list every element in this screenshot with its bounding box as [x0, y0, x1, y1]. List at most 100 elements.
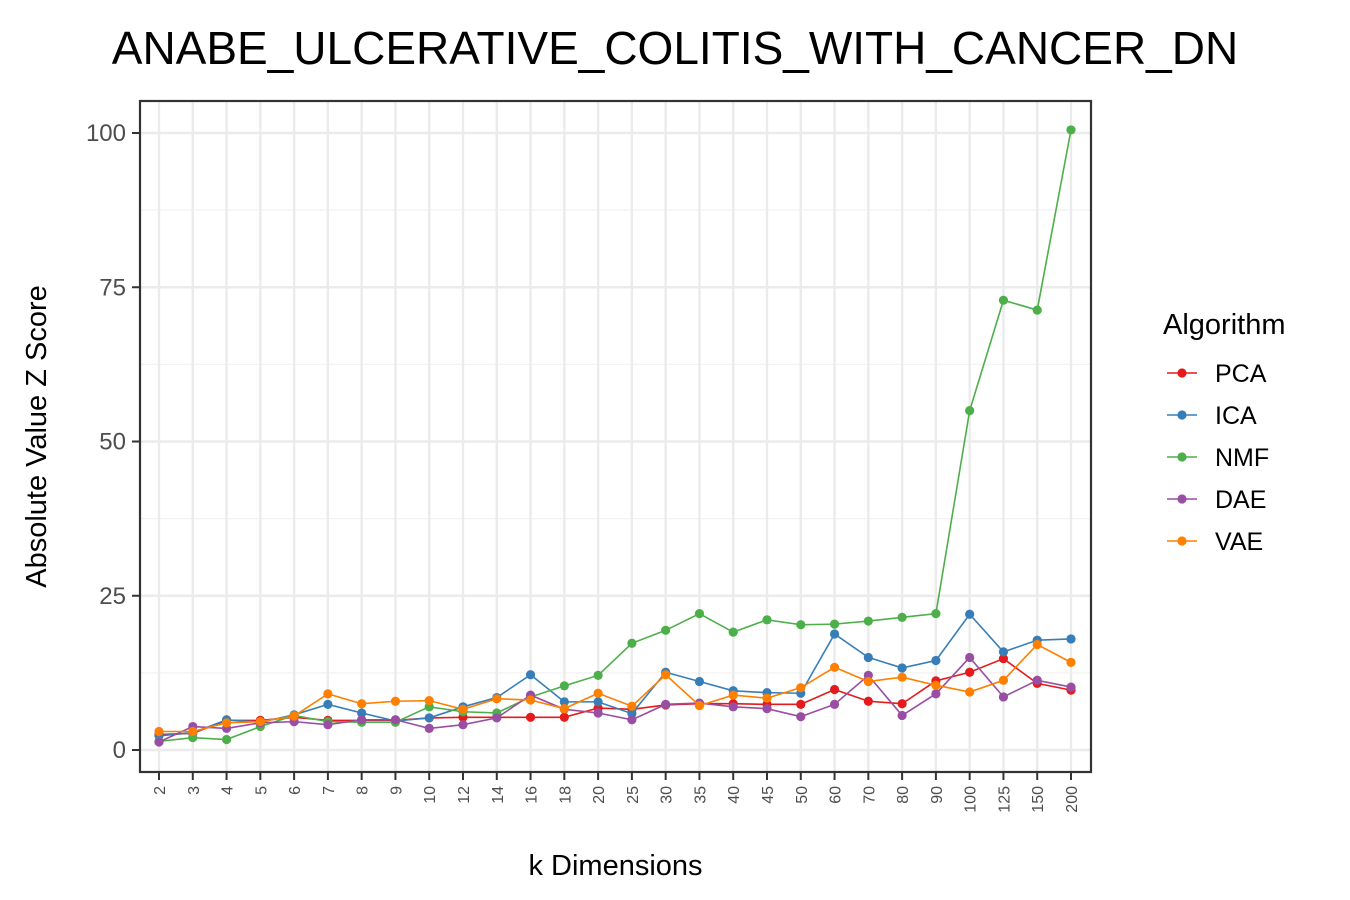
- x-tick-label: 90: [929, 786, 946, 804]
- data-point-nmf: [863, 616, 873, 626]
- data-point-nmf: [965, 406, 975, 416]
- data-point-vae: [627, 701, 637, 711]
- data-point-ica: [998, 647, 1009, 657]
- data-point-vae: [390, 696, 401, 706]
- data-point-vae: [559, 704, 569, 714]
- legend: Algorithm PCA ICA NMF DAE VAE: [1163, 309, 1286, 556]
- data-point-vae: [661, 670, 671, 680]
- data-point-nmf: [627, 638, 637, 648]
- x-tick-label: 30: [659, 786, 676, 804]
- data-point-pca: [897, 699, 907, 709]
- y-tick-label: 0: [113, 737, 126, 764]
- data-point-vae: [255, 717, 265, 727]
- x-tick-label: 60: [828, 786, 845, 804]
- data-point-nmf: [796, 620, 806, 630]
- x-tick-label: 125: [996, 786, 1013, 813]
- legend-key-point: [1177, 536, 1187, 546]
- data-point-vae: [289, 711, 299, 721]
- data-point-dae: [1032, 675, 1042, 685]
- data-point-dae: [458, 720, 468, 730]
- data-point-vae: [897, 672, 907, 682]
- data-point-dae: [627, 715, 637, 725]
- x-tick-label: 50: [794, 786, 811, 804]
- data-point-nmf: [728, 627, 738, 637]
- legend-label: NMF: [1215, 444, 1269, 472]
- data-point-pca: [796, 699, 806, 709]
- y-tick-label: 100: [86, 120, 126, 147]
- data-point-vae: [796, 683, 806, 693]
- legend-label: PCA: [1215, 360, 1267, 388]
- data-point-vae: [221, 718, 232, 728]
- data-point-nmf: [897, 612, 907, 622]
- data-point-pca: [998, 654, 1009, 664]
- data-point-vae: [525, 695, 536, 705]
- data-point-vae: [998, 675, 1009, 685]
- data-point-vae: [357, 699, 367, 709]
- legend-title: Algorithm: [1163, 309, 1286, 341]
- x-tick-label: 100: [963, 786, 980, 813]
- data-point-dae: [796, 712, 806, 722]
- data-point-dae: [998, 692, 1009, 702]
- data-point-nmf: [762, 615, 772, 625]
- x-tick-label: 20: [591, 786, 608, 804]
- x-tick-label: 45: [760, 786, 777, 804]
- data-point-vae: [188, 726, 198, 737]
- data-point-vae: [728, 690, 738, 700]
- x-tick-label: 70: [861, 786, 878, 804]
- x-tick-label: 9: [388, 786, 405, 795]
- data-point-dae: [357, 715, 367, 725]
- data-point-vae: [323, 689, 333, 699]
- data-point-vae: [154, 726, 164, 737]
- data-point-ica: [323, 699, 333, 709]
- legend-key-point: [1177, 452, 1187, 462]
- data-point-vae: [593, 688, 603, 698]
- data-point-vae: [931, 680, 941, 690]
- data-point-dae: [762, 704, 772, 714]
- series-line-vae: [159, 643, 1072, 733]
- x-tick-label: 12: [456, 786, 473, 804]
- data-point-nmf: [661, 625, 671, 635]
- series-line-nmf: [158, 129, 1072, 743]
- data-point-dae: [728, 702, 738, 712]
- data-point-ica: [829, 629, 840, 639]
- data-point-vae: [424, 696, 434, 706]
- y-tick-label: 50: [99, 429, 126, 456]
- series-vae: [154, 639, 1076, 737]
- legend-label: ICA: [1215, 402, 1257, 430]
- panel-border: [138, 99, 1093, 774]
- data-point-dae: [965, 652, 975, 663]
- data-point-nmf: [694, 609, 705, 619]
- y-axis-title: Absolute Value Z Score: [21, 285, 53, 588]
- x-axis-title: k Dimensions: [528, 850, 702, 882]
- legend-item-nmf: NMF: [1167, 444, 1269, 472]
- x-tick-label: 8: [355, 786, 372, 795]
- data-point-pca: [525, 712, 536, 722]
- legend-key-point: [1177, 368, 1187, 378]
- x-tick-label: 10: [422, 786, 439, 804]
- data-point-dae: [593, 708, 603, 718]
- data-point-nmf: [829, 619, 840, 629]
- legend-item-ica: ICA: [1167, 402, 1257, 430]
- x-tick-label: 16: [524, 786, 541, 804]
- legend-label: DAE: [1215, 486, 1266, 514]
- data-point-dae: [424, 723, 434, 734]
- data-point-nmf: [559, 681, 569, 691]
- legend-item-vae: VAE: [1167, 528, 1263, 556]
- x-tick-label: 150: [1030, 786, 1047, 813]
- data-point-ica: [525, 670, 536, 680]
- data-point-pca: [863, 696, 873, 706]
- x-tick-label: 200: [1064, 786, 1081, 813]
- data-point-dae: [829, 699, 840, 709]
- x-tick-label: 5: [253, 786, 270, 795]
- data-point-ica: [897, 663, 907, 673]
- x-tick-label: 6: [287, 786, 304, 795]
- data-point-ica: [965, 609, 975, 619]
- x-tick-label: 7: [321, 786, 338, 795]
- x-tick-label: 3: [186, 786, 203, 795]
- data-point-ica: [694, 676, 705, 687]
- data-point-ica: [424, 713, 434, 723]
- data-point-dae: [492, 713, 502, 723]
- data-point-pca: [559, 712, 569, 722]
- data-point-vae: [965, 687, 975, 697]
